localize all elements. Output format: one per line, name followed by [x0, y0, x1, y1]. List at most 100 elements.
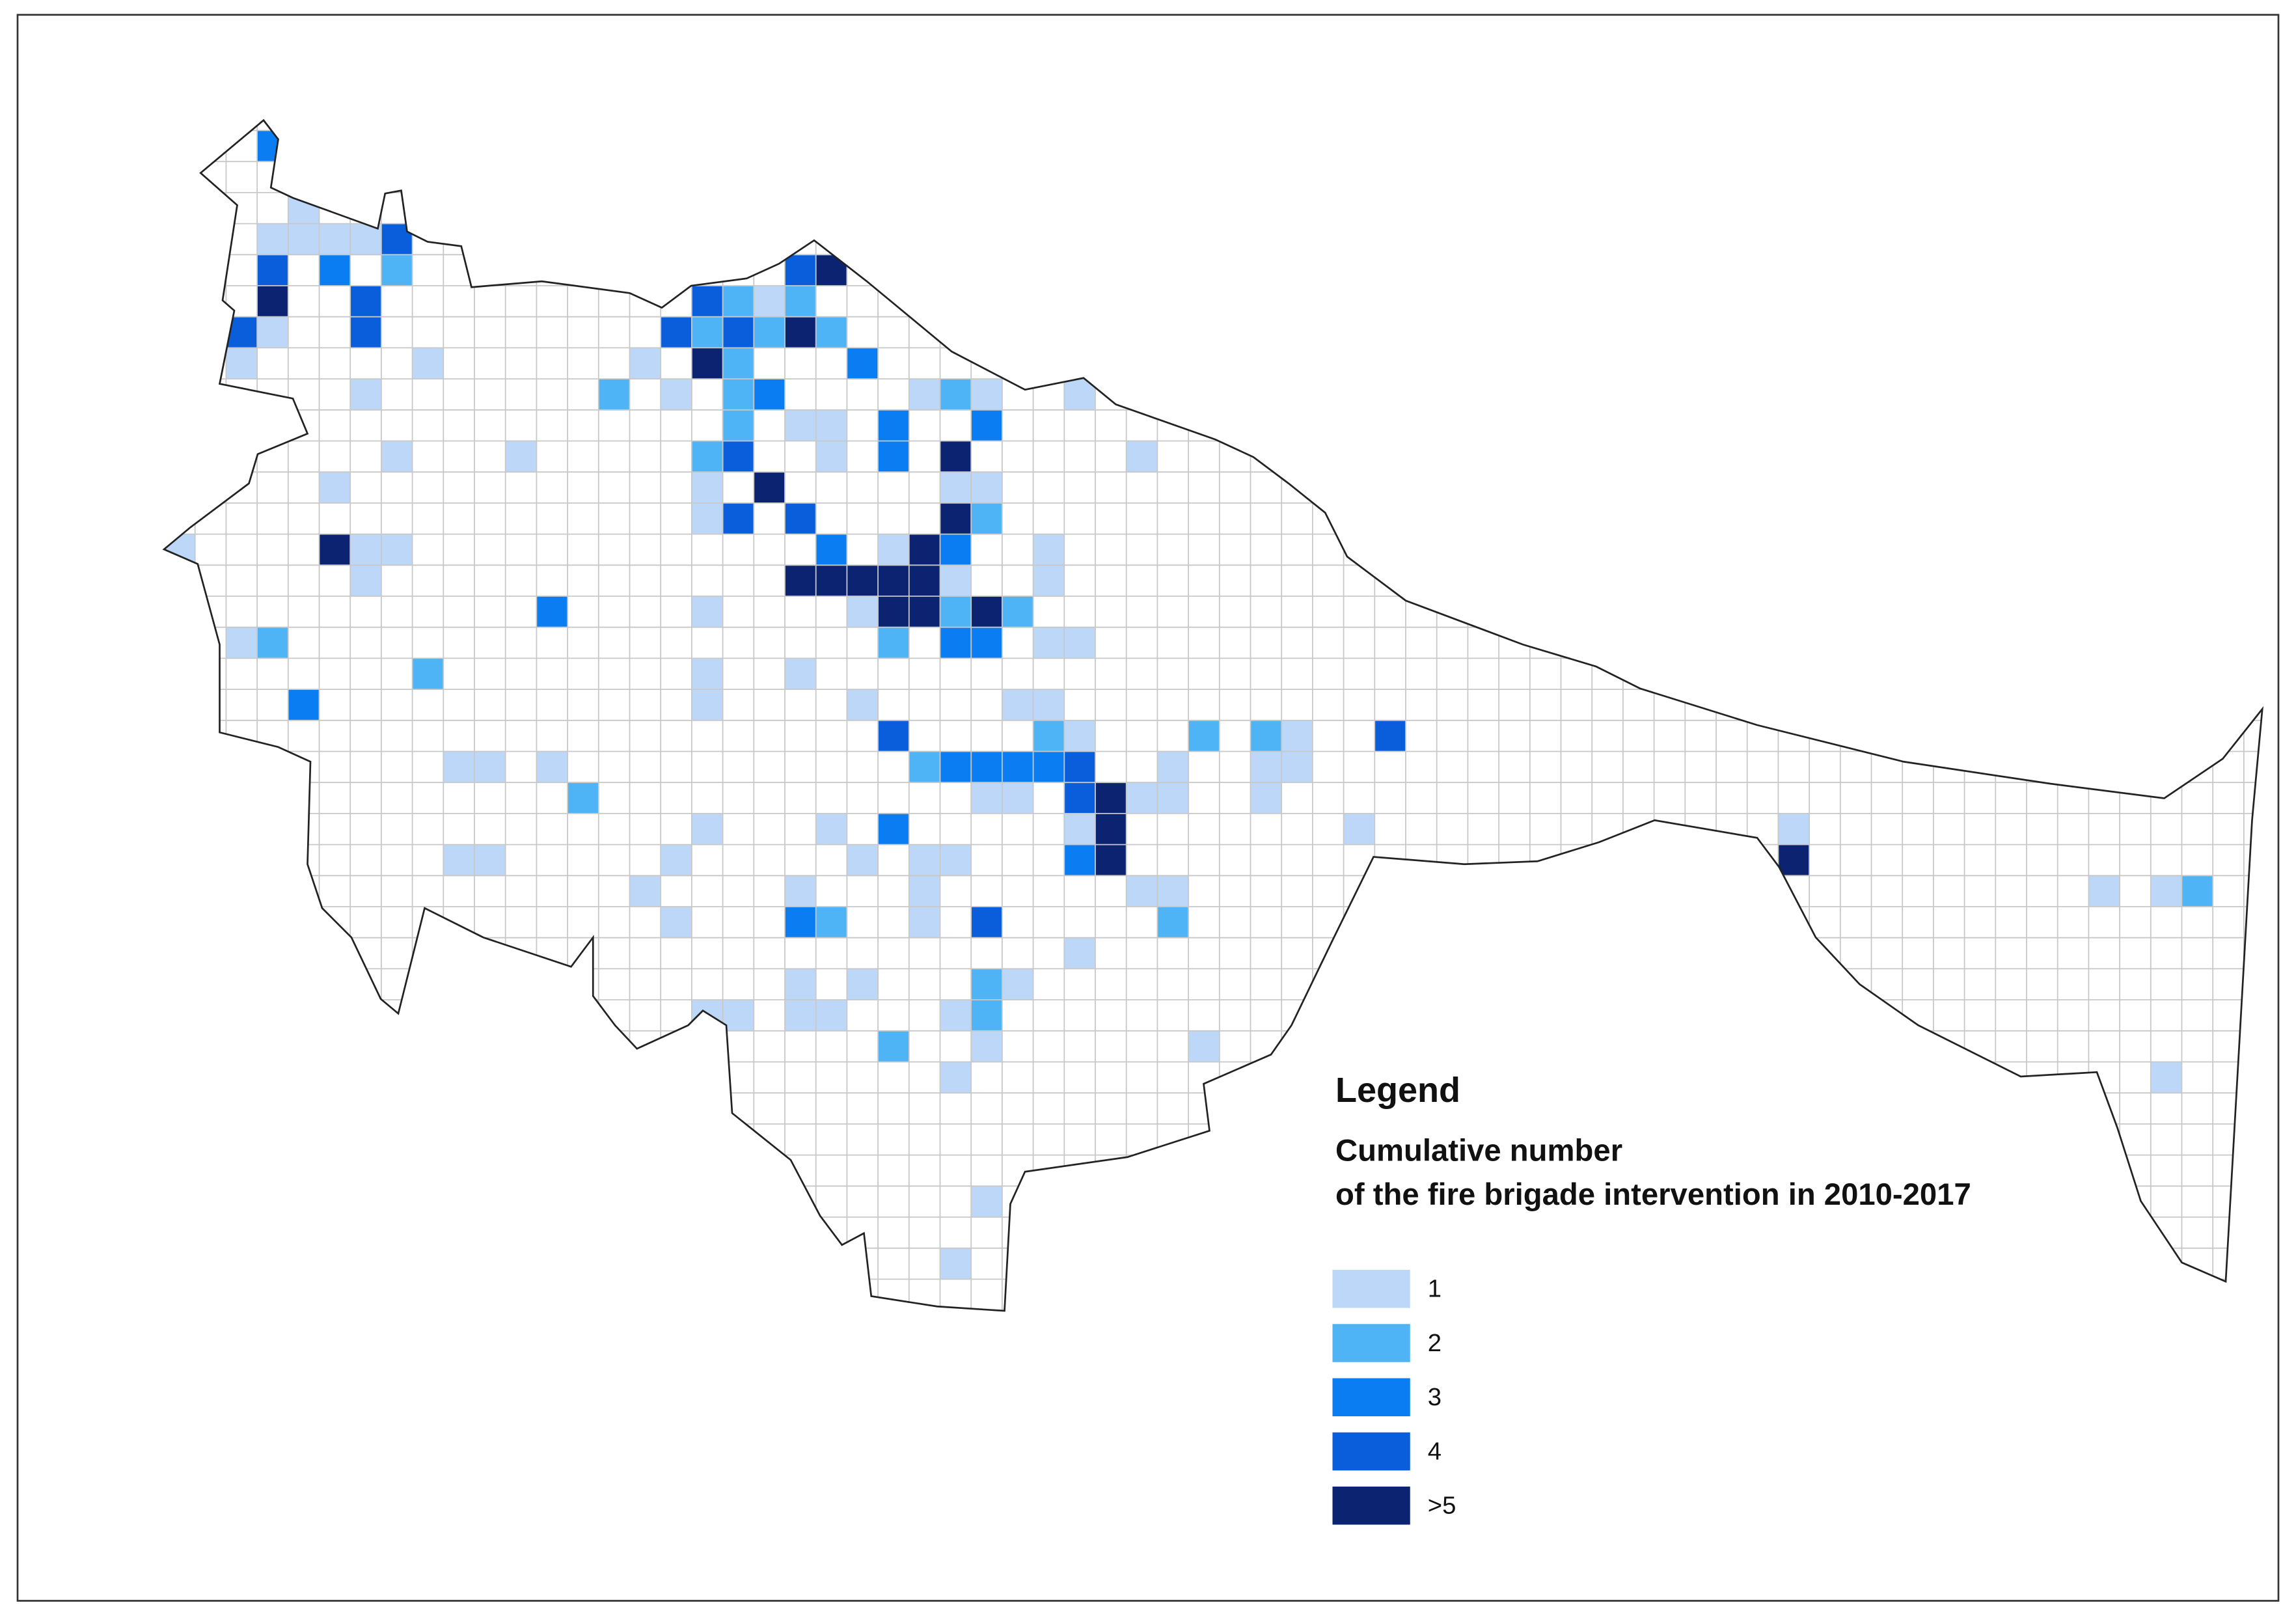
grid-cell	[785, 658, 816, 690]
grid-cell	[815, 441, 847, 473]
grid-cell	[971, 627, 1002, 659]
grid-cell	[629, 875, 661, 907]
grid-cell	[412, 658, 444, 690]
grid-cell	[785, 286, 816, 317]
grid-cell	[1064, 627, 1095, 659]
grid-cell	[971, 1000, 1002, 1031]
grid-cell	[350, 379, 381, 410]
grid-cell	[1157, 907, 1189, 938]
grid-cell	[815, 409, 847, 441]
legend-label: 4	[1428, 1437, 1442, 1465]
grid-cell	[1343, 813, 1375, 845]
grid-cell	[1157, 782, 1189, 814]
grid-cell	[1064, 782, 1095, 814]
grid-cell	[691, 689, 723, 721]
grid-cell	[878, 565, 909, 596]
grid-cell	[847, 689, 879, 721]
legend-swatch	[1332, 1432, 1410, 1471]
grid-cell	[971, 1030, 1002, 1062]
grid-cell	[381, 534, 413, 566]
grid-cell	[940, 441, 972, 473]
legend-swatch	[1332, 1378, 1410, 1416]
grid-cell	[2088, 875, 2120, 907]
grid-cell	[878, 1030, 909, 1062]
grid-cell	[1778, 813, 1810, 845]
grid-cell	[691, 813, 723, 845]
legend-label: 3	[1428, 1383, 1442, 1411]
grid-cell	[909, 379, 940, 410]
grid-cell	[661, 316, 692, 348]
grid-cell	[536, 751, 568, 783]
grid-cell	[722, 348, 754, 379]
grid-cell	[505, 441, 537, 473]
grid-cell	[754, 472, 785, 503]
grid-cell	[940, 472, 972, 503]
grid-cell	[691, 286, 723, 317]
grid-cell	[598, 379, 630, 410]
grid-cell	[940, 534, 972, 566]
grid-cell	[1033, 627, 1065, 659]
grid-cell	[319, 223, 351, 255]
grid-cell	[1281, 751, 1313, 783]
grid-cell	[1064, 937, 1095, 969]
grid-cell	[1064, 844, 1095, 876]
grid-cell	[722, 316, 754, 348]
grid-cell	[226, 627, 258, 659]
grid-cell	[940, 1062, 972, 1093]
grid-cell	[2150, 1062, 2182, 1093]
grid-cell	[226, 348, 258, 379]
grid-cell	[1188, 1030, 1220, 1062]
grid-cell	[1126, 441, 1158, 473]
grid-cell	[722, 409, 754, 441]
grid-cell	[722, 1000, 754, 1031]
grid-cell	[1002, 968, 1033, 1000]
grid-cell	[288, 689, 320, 721]
grid-cell	[847, 844, 879, 876]
grid-cell	[2181, 875, 2213, 907]
grid-cell	[1374, 720, 1406, 752]
grid-cell	[815, 534, 847, 566]
grid-cell	[474, 751, 506, 783]
grid-cell	[785, 254, 816, 286]
grid-cell	[815, 907, 847, 938]
legend: Legend Cumulative number of the fire bri…	[1332, 1071, 1971, 1525]
grid-cell	[691, 441, 723, 473]
grid-cell	[319, 254, 351, 286]
grid-cell	[1064, 720, 1095, 752]
grid-cell	[878, 441, 909, 473]
grid-cell	[940, 627, 972, 659]
legend-swatch	[1332, 1487, 1410, 1525]
grid-cell	[1064, 813, 1095, 845]
grid-cell	[785, 907, 816, 938]
grid-cell	[1095, 782, 1127, 814]
grid-cell	[1126, 782, 1158, 814]
grid-cell	[691, 596, 723, 627]
grid-cell	[257, 223, 288, 255]
grid-cell	[350, 316, 381, 348]
grid-cell	[350, 534, 381, 566]
grid-cell	[319, 534, 351, 566]
grid-cell	[754, 379, 785, 410]
grid-cell	[1002, 596, 1033, 627]
grid-cell	[1250, 751, 1282, 783]
legend-label: >5	[1428, 1492, 1456, 1520]
grid-cell	[350, 286, 381, 317]
grid-cell	[878, 627, 909, 659]
legend-swatch	[1332, 1270, 1410, 1308]
grid-cell	[815, 1000, 847, 1031]
grid-cell	[691, 316, 723, 348]
grid-cell	[971, 596, 1002, 627]
grid-cell	[847, 596, 879, 627]
grid-cell	[754, 316, 785, 348]
grid-cell	[1250, 720, 1282, 752]
legend-label: 1	[1428, 1275, 1442, 1303]
grid-cell	[971, 907, 1002, 938]
grid-cell	[878, 596, 909, 627]
grid-cell	[691, 472, 723, 503]
grid-cell	[381, 254, 413, 286]
grid-cell	[815, 565, 847, 596]
grid-cell	[940, 565, 972, 596]
legend-label: 2	[1428, 1329, 1442, 1357]
city-boundary	[162, 118, 2264, 1312]
